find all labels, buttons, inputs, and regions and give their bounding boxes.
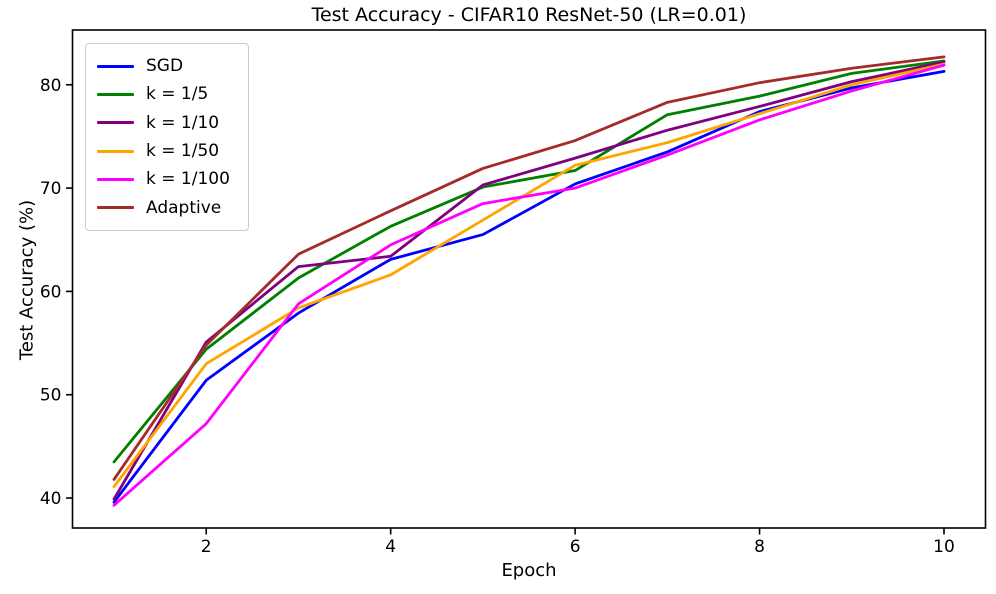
legend-label: k = 1/50 [146, 141, 220, 162]
legend-line-swatch [97, 64, 134, 68]
series-line-k-1-5 [112, 59, 946, 464]
series-line-k-1-100 [112, 63, 946, 507]
y-tick-label: 50 [40, 386, 62, 406]
x-tick-label: 4 [385, 537, 396, 557]
legend-label: k = 1/100 [146, 169, 230, 190]
series-line-k-1-10 [112, 60, 946, 501]
y-tick-label: 40 [40, 489, 62, 509]
legend-line-swatch [97, 177, 134, 181]
y-tick-label: 70 [40, 179, 62, 199]
legend-item: k = 1/10 [97, 109, 232, 137]
chart-title: Test Accuracy - CIFAR10 ResNet-50 (LR=0.… [311, 4, 747, 26]
series-line-adaptive [112, 55, 946, 481]
legend-label: SGD [146, 56, 184, 77]
legend-item: k = 1/100 [97, 165, 232, 193]
y-tick-label: 60 [40, 282, 62, 302]
x-axis-label: Epoch [501, 560, 557, 581]
x-tick-label: 6 [570, 537, 581, 557]
legend-item: k = 1/50 [97, 137, 232, 165]
legend-item: Adaptive [97, 194, 232, 222]
y-axis-label: Test Accuracy (%) [16, 199, 38, 361]
legend-label: k = 1/5 [146, 84, 209, 105]
legend-item: k = 1/5 [97, 80, 232, 108]
axes-frame [71, 29, 987, 529]
legend-line-swatch [97, 92, 134, 96]
x-tick-label: 2 [201, 537, 212, 557]
legend-label: Adaptive [146, 197, 222, 218]
x-tick-label: 10 [933, 537, 955, 557]
legend-line-swatch [97, 149, 134, 153]
legend-item: SGD [97, 52, 232, 80]
series-line-k-1-50 [112, 62, 946, 489]
legend-label: k = 1/10 [146, 112, 220, 133]
x-tick-label: 8 [754, 537, 765, 557]
legend-line-swatch [97, 206, 134, 210]
legend: SGD k = 1/5 k = 1/10 k = 1/50 k = 1/100 Adapt… [85, 43, 249, 231]
legend-line-swatch [97, 121, 134, 125]
y-tick-label: 80 [40, 76, 62, 96]
